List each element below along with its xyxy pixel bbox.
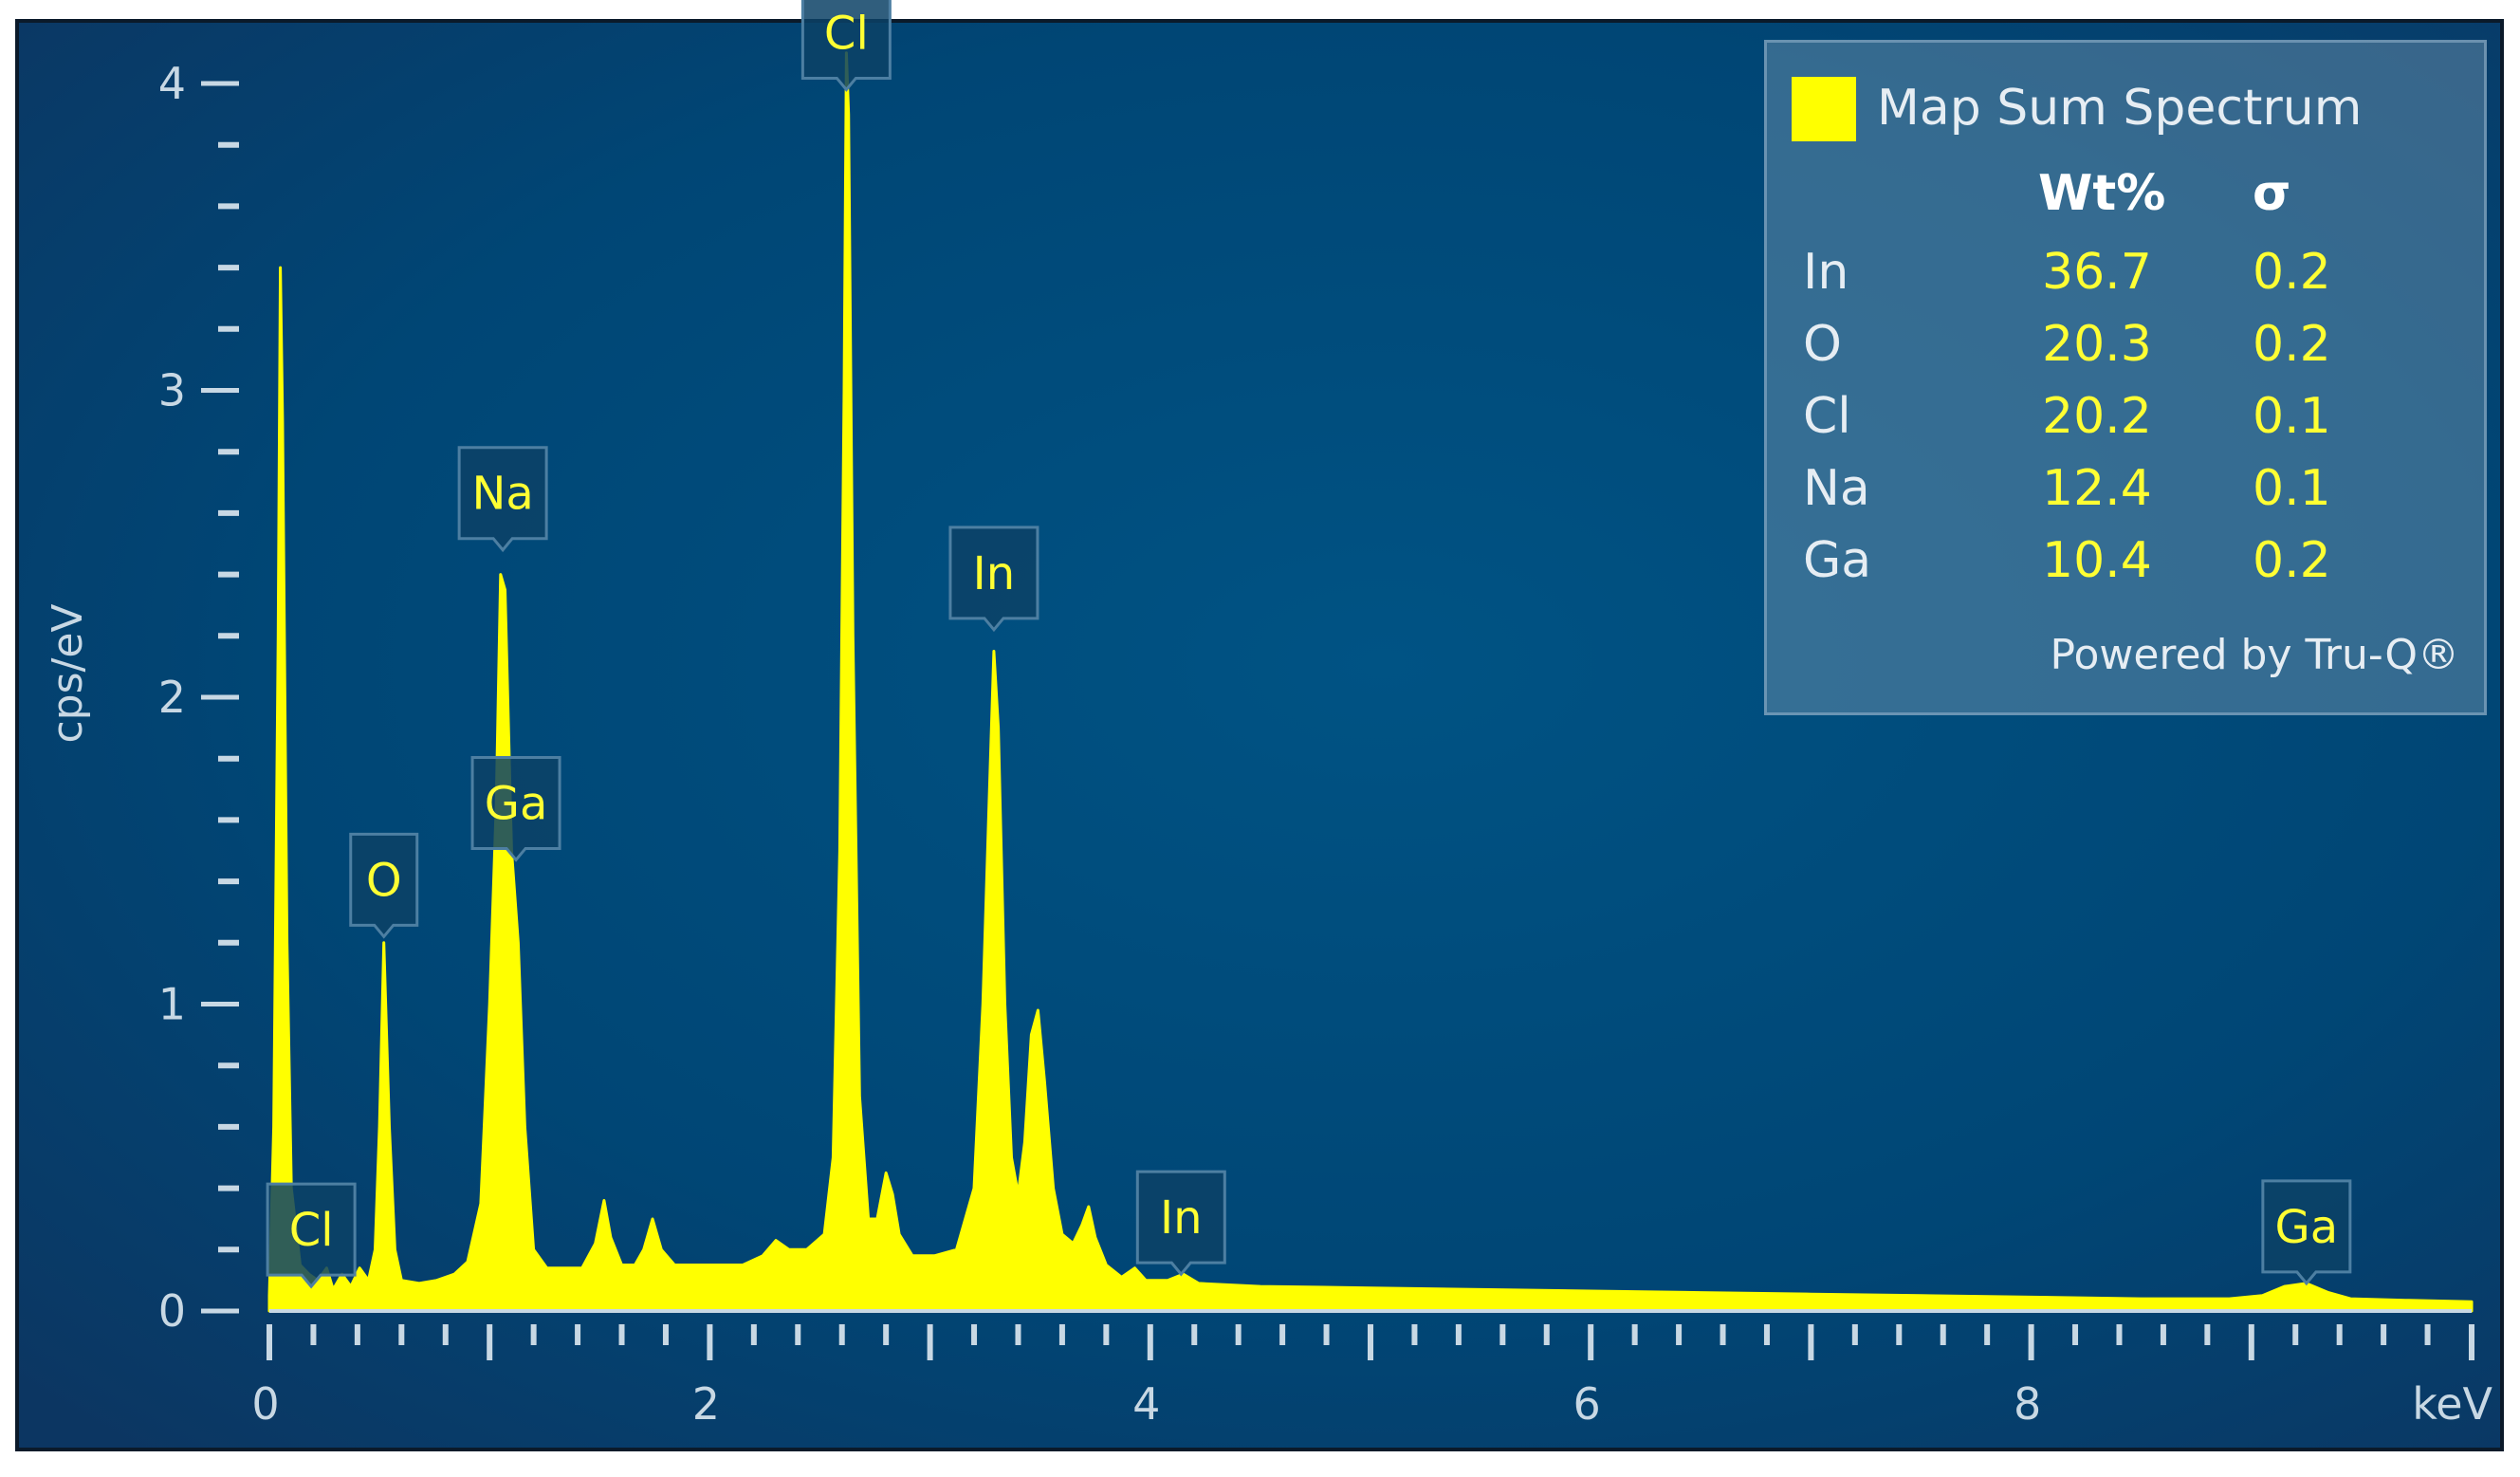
- x-axis-label: keV: [2412, 1378, 2492, 1430]
- element-wt: 20.3: [2042, 316, 2152, 373]
- spectrum-series: [267, 51, 2474, 1313]
- y-tick-label: 1: [158, 979, 186, 1030]
- legend-panel: Map Sum Spectrum Wt% σ In 36.7 0.2 O 20.…: [1764, 40, 2487, 715]
- peak-label-text: Na: [471, 468, 533, 521]
- element-wt: 12.4: [2042, 460, 2152, 517]
- peak-label: Ga: [470, 755, 561, 862]
- peak-label: In: [948, 526, 1039, 633]
- peak-label-box: [457, 446, 548, 553]
- peak-label-box: [1135, 1170, 1226, 1277]
- legend-row: Na 12.4 0.1: [1767, 452, 2484, 525]
- peak-label: In: [1135, 1170, 1226, 1277]
- y-tick-label: 4: [158, 58, 186, 109]
- element-name: Na: [1803, 460, 1870, 517]
- peak-label-box: [349, 832, 419, 939]
- x-tick-label: 8: [2014, 1378, 2041, 1430]
- legend-row: O 20.3 0.2: [1767, 308, 2484, 380]
- peak-label-box: [948, 526, 1039, 633]
- element-name: Ga: [1803, 532, 1872, 589]
- spectrum-layer: [267, 51, 2474, 1313]
- peak-label-text: O: [366, 854, 402, 907]
- peak-label: Cl: [800, 0, 892, 92]
- element-sigma: 0.1: [2253, 388, 2331, 445]
- x-tick-label: 4: [1132, 1378, 1160, 1430]
- peak-label-text: Cl: [289, 1204, 334, 1257]
- legend-row: In 36.7 0.2: [1767, 236, 2484, 308]
- legend-title: Map Sum Spectrum: [1877, 80, 2363, 137]
- peak-label-text: In: [973, 547, 1016, 600]
- peak-label: O: [349, 832, 419, 939]
- peak-label-box: [2261, 1179, 2352, 1286]
- peak-label-text: Ga: [485, 777, 548, 830]
- axes-layer: 0 1 2 3 4 0 2 4 6 8: [158, 58, 2474, 1430]
- peak-label-text: Cl: [824, 7, 869, 60]
- element-sigma: 0.2: [2253, 244, 2331, 301]
- peak-label-text: Ga: [2275, 1201, 2339, 1254]
- legend-swatch: [1792, 77, 1856, 141]
- element-wt: 10.4: [2042, 532, 2152, 589]
- x-tick-label: 0: [251, 1378, 279, 1430]
- peak-label-box: [266, 1182, 357, 1289]
- peak-label: Cl: [266, 1182, 357, 1289]
- column-header-wt: Wt%: [2038, 165, 2166, 222]
- plot-frame: [15, 19, 2504, 1451]
- y-tick-label: 3: [158, 365, 186, 416]
- element-sigma: 0.1: [2253, 460, 2331, 517]
- peak-label-text: In: [1160, 1191, 1203, 1245]
- element-name: Cl: [1803, 388, 1851, 445]
- legend-row: Ga 10.4 0.2: [1767, 525, 2484, 597]
- legend-row: Cl 20.2 0.1: [1767, 380, 2484, 452]
- element-sigma: 0.2: [2253, 316, 2331, 373]
- column-header-sigma: σ: [2253, 165, 2291, 222]
- y-tick-label: 2: [158, 672, 186, 723]
- peak-label-box: [470, 755, 561, 862]
- element-name: O: [1803, 316, 1842, 373]
- peak-labels-layer: Cl O Na Ga Cl In In Ga: [266, 0, 2352, 1289]
- x-tick-label: 2: [692, 1378, 720, 1430]
- element-name: In: [1803, 244, 1849, 301]
- peak-label: Na: [457, 446, 548, 553]
- element-wt: 36.7: [2042, 244, 2152, 301]
- peak-label: Ga: [2261, 1179, 2352, 1286]
- y-tick-label: 0: [158, 1285, 186, 1337]
- peak-label-box: [800, 0, 892, 92]
- x-tick-label: 6: [1573, 1378, 1601, 1430]
- y-axis-label: cps/eV: [44, 603, 92, 743]
- element-sigma: 0.2: [2253, 532, 2331, 589]
- element-wt: 20.2: [2042, 388, 2152, 445]
- powered-by-text: Powered by Tru-Q®: [2050, 631, 2459, 679]
